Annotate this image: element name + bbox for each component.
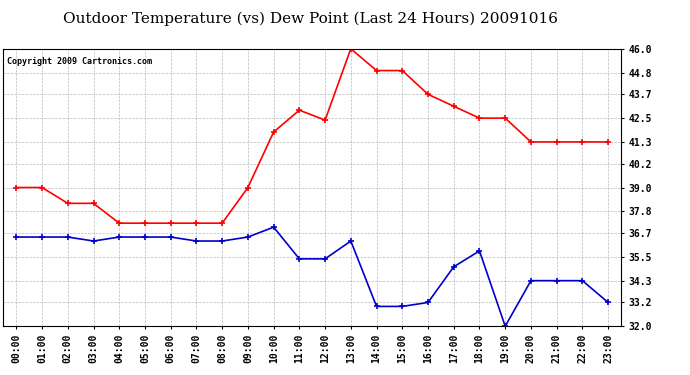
Text: Outdoor Temperature (vs) Dew Point (Last 24 Hours) 20091016: Outdoor Temperature (vs) Dew Point (Last… [63,11,558,26]
Text: Copyright 2009 Cartronics.com: Copyright 2009 Cartronics.com [6,57,152,66]
